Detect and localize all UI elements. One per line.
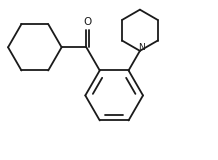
Text: N: N: [138, 43, 145, 52]
Text: O: O: [84, 17, 92, 27]
